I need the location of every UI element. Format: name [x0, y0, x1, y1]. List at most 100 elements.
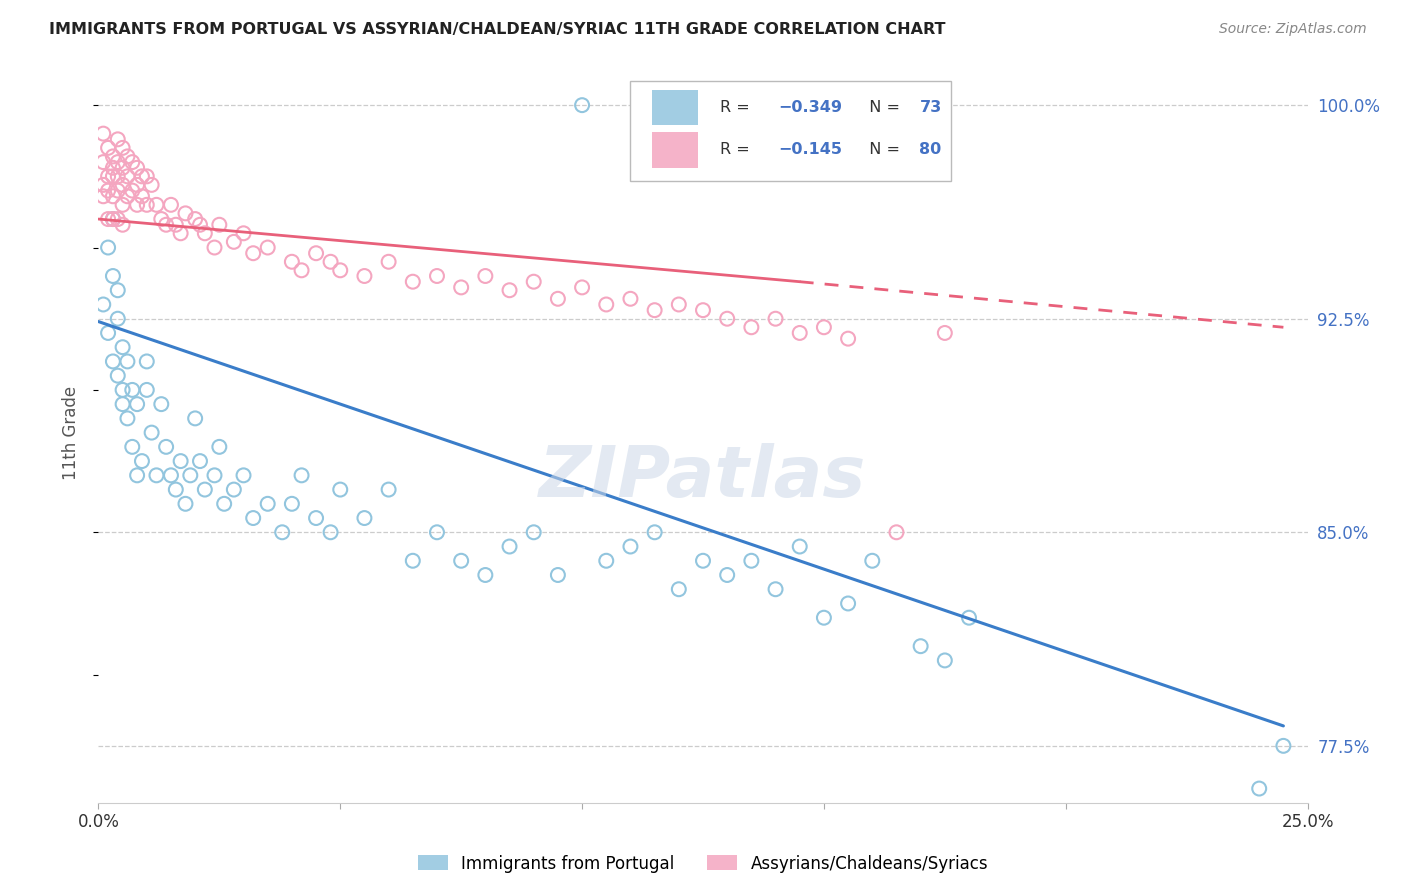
Point: [107, 132, 129, 146]
Point: [474, 268, 496, 283]
Point: [716, 568, 738, 582]
Point: [194, 483, 217, 497]
Text: −0.145: −0.145: [778, 143, 842, 157]
Point: [305, 246, 328, 260]
Point: [281, 254, 304, 268]
Point: [498, 540, 520, 554]
Point: [111, 161, 134, 175]
Point: [765, 582, 787, 597]
Point: [716, 311, 738, 326]
Point: [740, 320, 762, 334]
Point: [107, 368, 129, 383]
Point: [474, 568, 496, 582]
Point: [547, 292, 569, 306]
Point: [127, 161, 149, 175]
Point: [450, 554, 472, 568]
Point: [111, 198, 134, 212]
Point: [934, 653, 956, 667]
Text: IMMIGRANTS FROM PORTUGAL VS ASSYRIAN/CHALDEAN/SYRIAC 11TH GRADE CORRELATION CHAR: IMMIGRANTS FROM PORTUGAL VS ASSYRIAN/CHA…: [49, 22, 946, 37]
Point: [97, 141, 120, 155]
FancyBboxPatch shape: [630, 81, 950, 181]
Point: [121, 383, 143, 397]
Point: [644, 525, 666, 540]
Point: [169, 454, 191, 468]
Point: [290, 468, 312, 483]
Text: R =: R =: [720, 143, 755, 157]
Point: [101, 149, 124, 163]
Point: [107, 155, 129, 169]
Point: [619, 540, 641, 554]
Point: [547, 568, 569, 582]
Point: [111, 397, 134, 411]
Point: [353, 511, 375, 525]
Point: [256, 497, 278, 511]
Point: [111, 141, 134, 155]
Point: [208, 218, 231, 232]
Point: [595, 297, 617, 311]
Point: [765, 311, 787, 326]
Point: [101, 161, 124, 175]
Bar: [652, 90, 699, 126]
Point: [837, 597, 859, 611]
Point: [212, 497, 235, 511]
Point: [204, 240, 226, 254]
Point: [155, 440, 177, 454]
Point: [886, 525, 908, 540]
Point: [121, 440, 143, 454]
Point: [305, 511, 328, 525]
Point: [91, 127, 114, 141]
Point: [208, 440, 231, 454]
Legend: Immigrants from Portugal, Assyrians/Chaldeans/Syriacs: Immigrants from Portugal, Assyrians/Chal…: [411, 848, 995, 880]
Point: [523, 275, 546, 289]
Text: 73: 73: [920, 100, 942, 115]
Text: Source: ZipAtlas.com: Source: ZipAtlas.com: [1219, 22, 1367, 37]
Point: [101, 169, 124, 184]
Point: [402, 275, 425, 289]
Point: [117, 169, 139, 184]
Point: [232, 227, 254, 241]
Point: [813, 611, 835, 625]
Text: ZIPatlas: ZIPatlas: [540, 442, 866, 511]
Text: R =: R =: [720, 100, 755, 115]
Point: [523, 525, 546, 540]
Text: −0.349: −0.349: [778, 100, 842, 115]
Point: [740, 554, 762, 568]
Bar: [652, 132, 699, 168]
Point: [813, 320, 835, 334]
Point: [160, 468, 183, 483]
Point: [121, 155, 143, 169]
Point: [692, 554, 714, 568]
Point: [97, 240, 120, 254]
Point: [329, 483, 352, 497]
Point: [860, 554, 883, 568]
Point: [150, 212, 173, 227]
Point: [91, 189, 114, 203]
Point: [222, 235, 245, 249]
Point: [131, 189, 153, 203]
Y-axis label: 11th Grade: 11th Grade: [62, 385, 80, 480]
Point: [498, 283, 520, 297]
Point: [131, 454, 153, 468]
Point: [141, 178, 163, 192]
Point: [117, 354, 139, 368]
Point: [97, 326, 120, 340]
Point: [135, 383, 157, 397]
Point: [101, 212, 124, 227]
Point: [319, 525, 342, 540]
Point: [377, 254, 399, 268]
Point: [232, 468, 254, 483]
Point: [111, 218, 134, 232]
Point: [135, 198, 157, 212]
Point: [97, 169, 120, 184]
Point: [222, 483, 245, 497]
Point: [117, 149, 139, 163]
Point: [91, 155, 114, 169]
Point: [595, 554, 617, 568]
Point: [135, 169, 157, 184]
Point: [169, 227, 191, 241]
Point: [91, 178, 114, 192]
Point: [426, 268, 449, 283]
Point: [1249, 781, 1271, 796]
Point: [141, 425, 163, 440]
Point: [111, 178, 134, 192]
